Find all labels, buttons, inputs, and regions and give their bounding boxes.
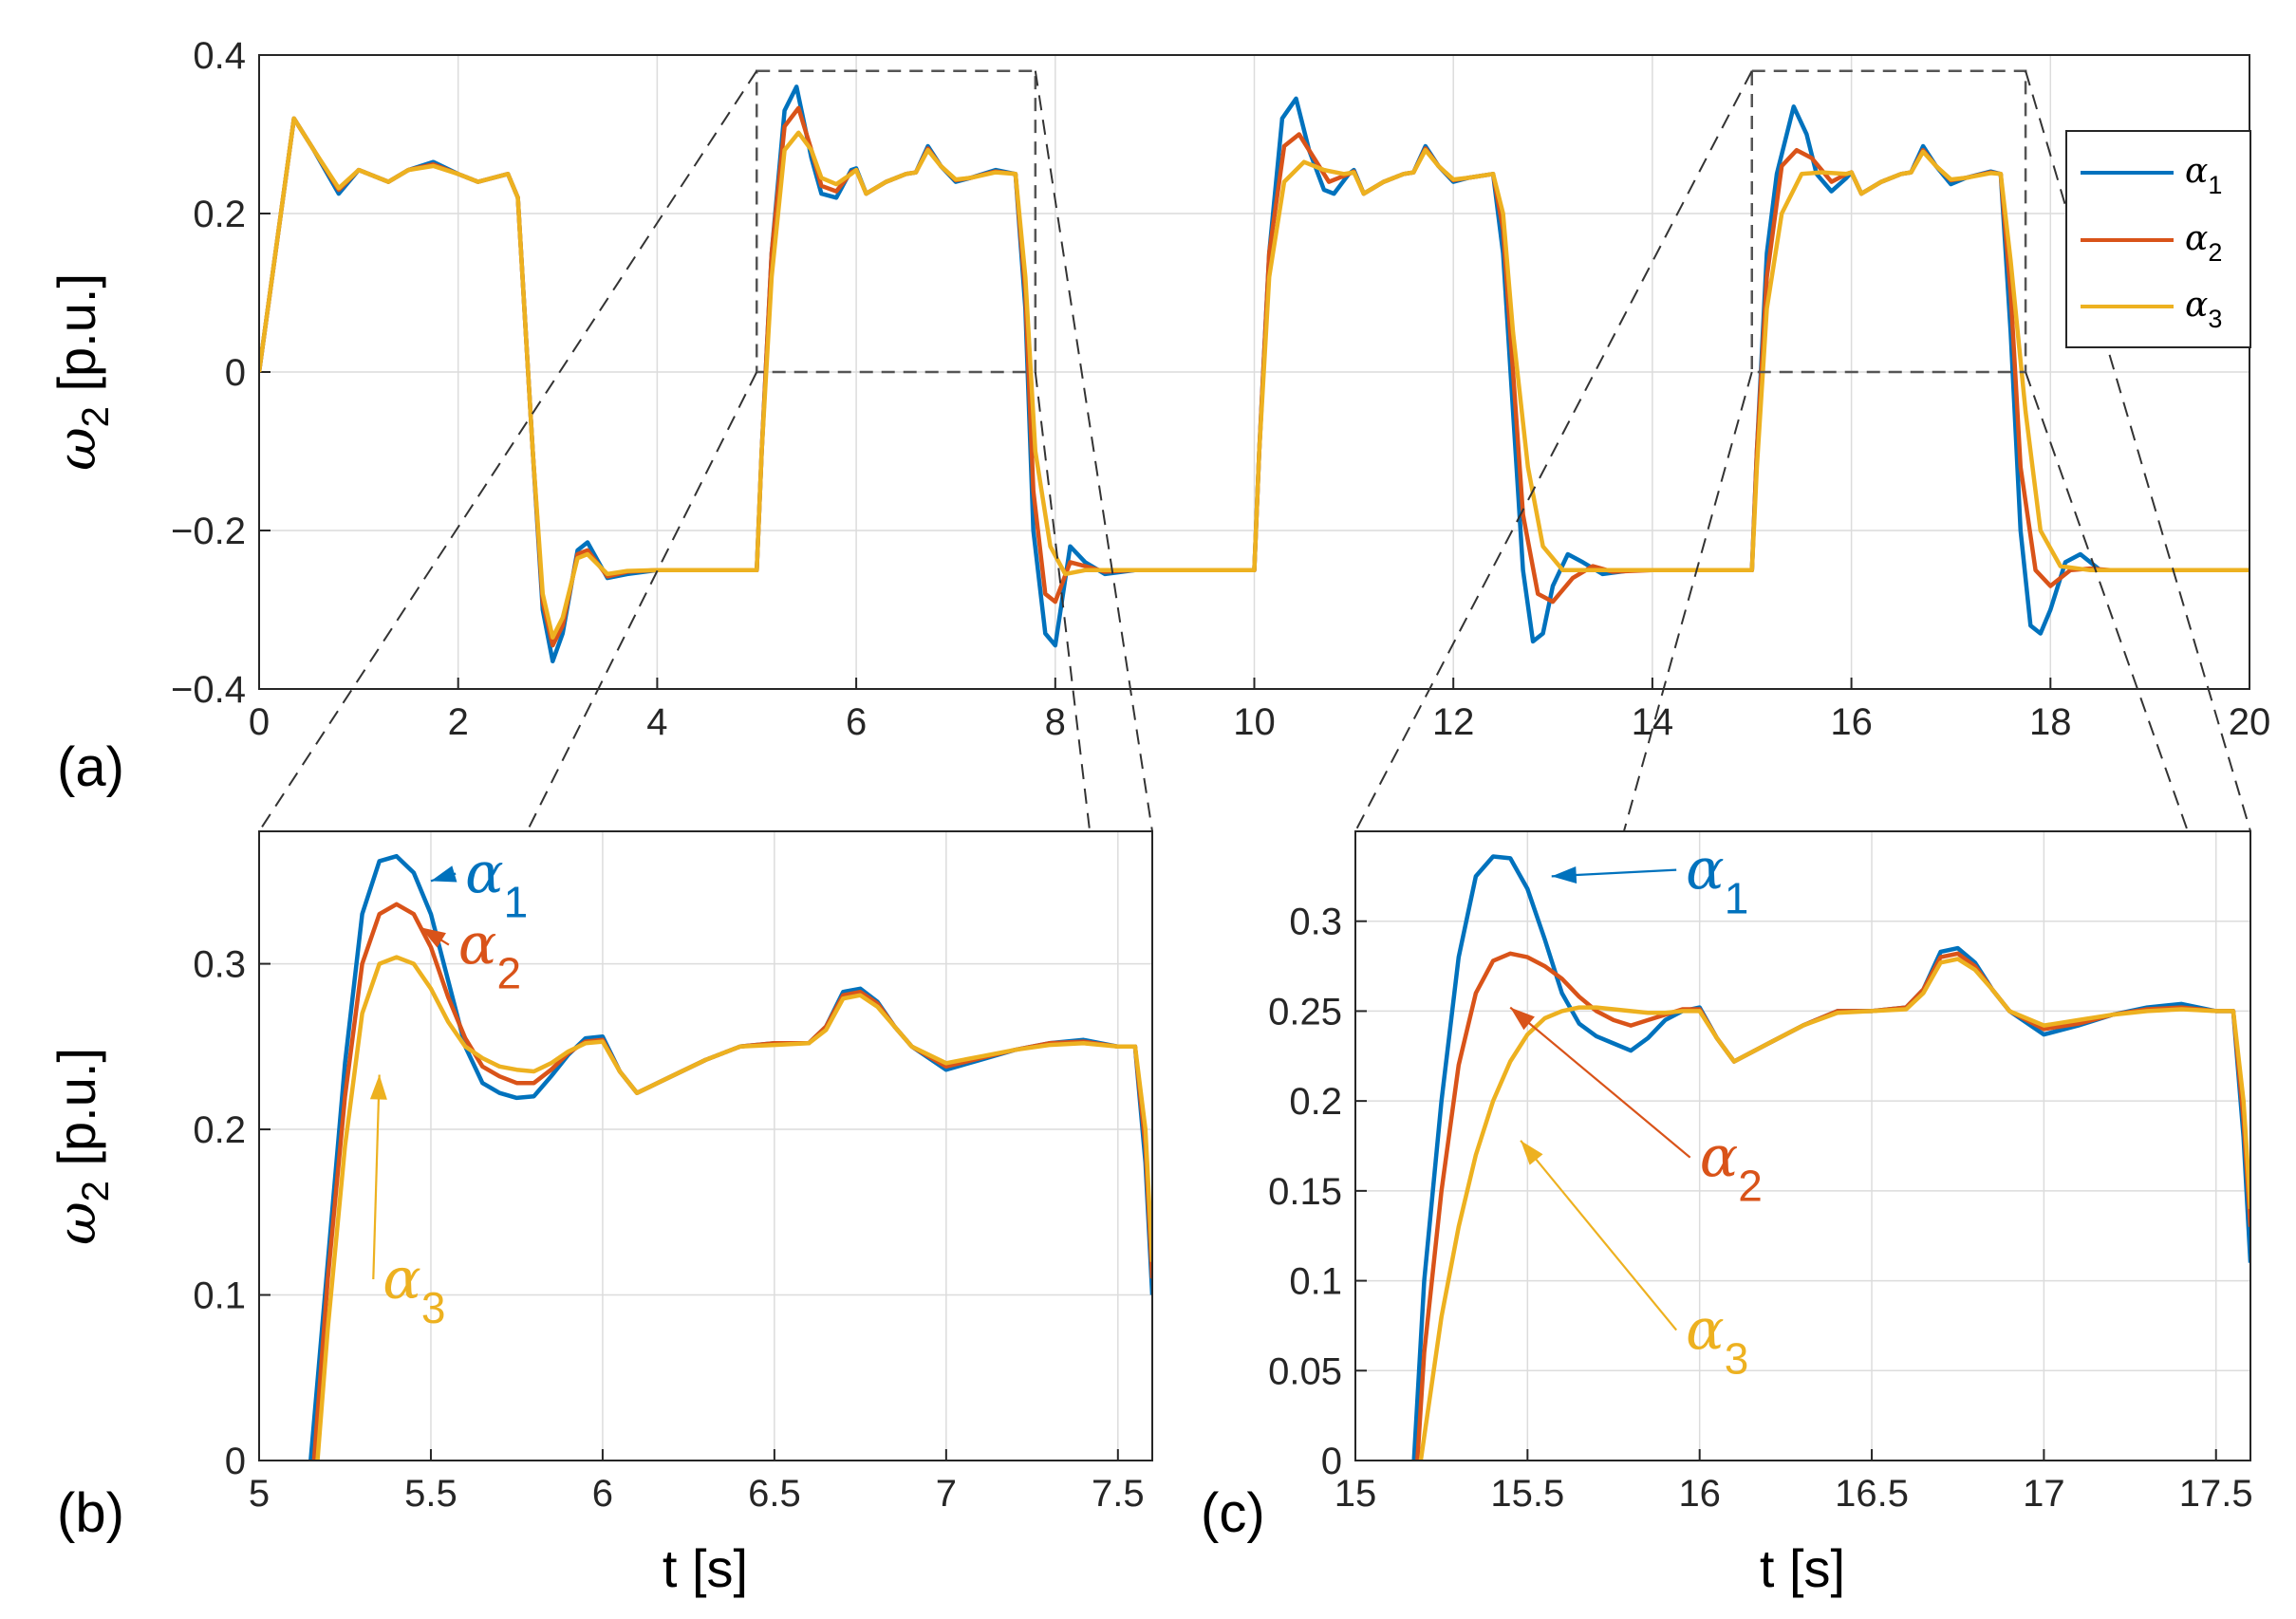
- x-tick-label: 12: [1432, 701, 1475, 743]
- series-line-c-alpha3: [1418, 957, 2250, 1461]
- x-tick-label: 8: [1045, 701, 1066, 743]
- y-tick-label: 0.2: [1289, 1081, 1342, 1123]
- annotation-label-b-1: α1: [465, 841, 528, 927]
- annotation-arrowhead-b-2: [420, 927, 446, 948]
- x-tick-label: 15.5: [1490, 1473, 1564, 1515]
- zoom-box-2: [1750, 69, 2027, 374]
- x-tick-label: 16: [1678, 1473, 1721, 1515]
- axes-frame-c: [1354, 830, 2251, 1461]
- zoom-connector: [526, 371, 758, 832]
- series-line-a-alpha3: [259, 116, 2249, 640]
- annotation-label-c-1: α1: [1686, 837, 1748, 923]
- legend-entry-2: α2: [2185, 219, 2222, 267]
- annotation-arrowhead-c-3: [1521, 1140, 1543, 1165]
- y-tick-label: 0.1: [1289, 1261, 1342, 1303]
- annotation-label-b-2: α2: [458, 912, 521, 998]
- y-tick-label: 0.3: [193, 944, 246, 986]
- y-tick-label: −0.2: [171, 511, 246, 552]
- panel-a: 0 2 4 6 8 10 12 14 16 18 20 −0.4 −0.2 0 0.2 0.4 (a) ω2 …: [47, 35, 2271, 832]
- x-tick-label: 20: [2229, 701, 2271, 743]
- axes-frame-a: [258, 54, 2250, 690]
- x-axis-label-c: t [s]: [1760, 1538, 1845, 1598]
- legend-entry-1: α1: [2185, 152, 2222, 199]
- x-tick-label: 6: [592, 1473, 613, 1515]
- zoom-connector: [2025, 371, 2189, 832]
- y-tick-label: 0.2: [193, 1109, 246, 1151]
- y-tick-label: 0.2: [193, 194, 246, 235]
- zoom-connector: [1354, 70, 1753, 832]
- x-tick-label: 5: [249, 1473, 270, 1515]
- panel-label-a: (a): [57, 736, 124, 798]
- y-tick-label: −0.4: [171, 669, 246, 711]
- x-tick-label: 14: [1632, 701, 1674, 743]
- y-axis-label-a: ω2 [p.u.]: [47, 273, 117, 471]
- annotation-label-c-2: α2: [1700, 1125, 1763, 1211]
- annotation-arrow-b-3: [372, 1074, 381, 1280]
- y-tick-label: 0.15: [1268, 1171, 1342, 1213]
- axes-frame-b: [258, 830, 1153, 1461]
- zoom-connector: [1034, 371, 1092, 832]
- legend: α1 α2 α3: [2065, 130, 2251, 348]
- x-tick-label: 7: [936, 1473, 957, 1515]
- x-tick-label: 18: [2029, 701, 2072, 743]
- y-tick-label: 0.4: [193, 35, 246, 77]
- annotation-arrowhead-b-3: [369, 1074, 387, 1100]
- x-tick-label: 7.5: [1092, 1473, 1145, 1515]
- series-line-b-alpha3: [315, 955, 1152, 1461]
- y-tick-label: 0.05: [1268, 1350, 1342, 1392]
- x-tick-label: 16: [1830, 701, 1873, 743]
- zoom-connector: [1622, 371, 1753, 832]
- x-tick-label: 4: [646, 701, 667, 743]
- annotation-arrowhead-c-2: [1510, 1007, 1535, 1031]
- x-tick-label: 2: [448, 701, 469, 743]
- zoom-box-1: [756, 69, 1037, 374]
- y-tick-label: 0.3: [1289, 902, 1342, 943]
- y-tick-label: 0.1: [193, 1275, 246, 1317]
- x-tick-label: 17: [2023, 1473, 2065, 1515]
- x-tick-label: 5.5: [404, 1473, 457, 1515]
- annotation-label-c-3: α3: [1686, 1297, 1748, 1384]
- x-tick-label: 16.5: [1835, 1473, 1909, 1515]
- x-tick-label: 17.5: [2179, 1473, 2253, 1515]
- zoom-connector: [2025, 70, 2251, 832]
- legend-entry-3: α3: [2185, 286, 2222, 333]
- y-tick-label: 0.25: [1268, 991, 1342, 1033]
- y-tick-label: 0: [1321, 1441, 1342, 1482]
- annotation-arrowhead-c-1: [1551, 866, 1577, 884]
- x-axis-label-b: t [s]: [663, 1538, 748, 1598]
- x-tick-label: 6.5: [748, 1473, 801, 1515]
- annotation-label-b-3: α3: [383, 1246, 445, 1332]
- annotation-arrow-c-3: [1520, 1140, 1678, 1331]
- zoom-connector: [258, 70, 758, 832]
- y-axis-label-b: ω2 [p.u.]: [47, 1048, 117, 1245]
- panel-c: 15 15.5 16 16.5 17 17.5 0 0.05 0.1 0.15 0.2 0.25 0.3…: [1201, 830, 2253, 1598]
- panel-label-c: (c): [1201, 1482, 1265, 1544]
- annotation-arrow-c-2: [1509, 1006, 1691, 1159]
- panel-label-b: (b): [57, 1482, 124, 1544]
- x-tick-label: 15: [1335, 1473, 1377, 1515]
- x-tick-label: 10: [1233, 701, 1276, 743]
- y-tick-label: 0: [225, 352, 246, 394]
- x-tick-label: 6: [846, 701, 867, 743]
- y-tick-label: 0: [225, 1441, 246, 1482]
- zoom-connector: [1034, 70, 1153, 832]
- annotation-arrowhead-b-1: [430, 865, 457, 883]
- x-tick-label: 0: [249, 701, 270, 743]
